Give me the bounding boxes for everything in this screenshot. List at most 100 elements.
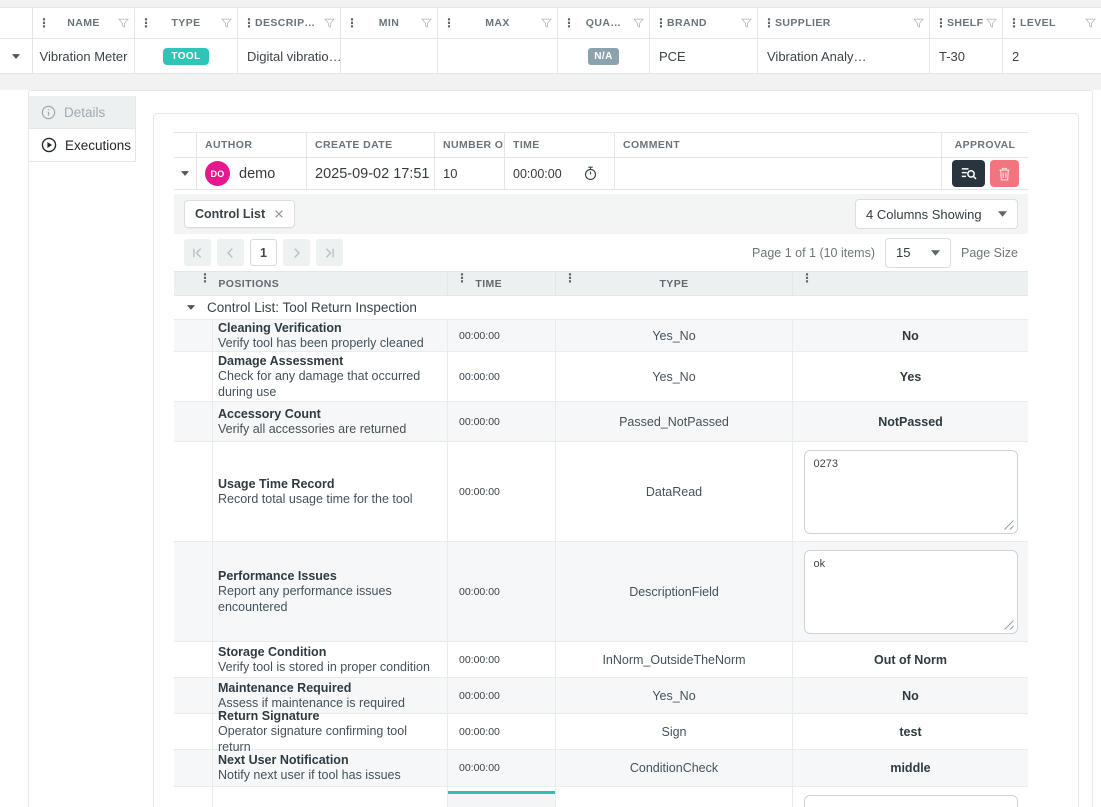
filter-icon[interactable] (118, 18, 129, 29)
position-description: Verify tool has been properly cleaned (218, 335, 424, 350)
row-expand-icon[interactable] (181, 171, 189, 176)
prev-page-button[interactable] (217, 239, 244, 266)
column-menu-icon[interactable]: ⋮ (564, 270, 577, 285)
position-row[interactable]: Usage Time Record Record total usage tim… (174, 442, 1028, 542)
column-header-comment[interactable]: COMMENT (615, 133, 942, 157)
row-expand-icon[interactable] (12, 53, 20, 59)
comment-cell (615, 158, 942, 189)
position-row[interactable]: Maintenance Required Assess if maintenan… (174, 678, 1028, 714)
filter-icon[interactable] (541, 18, 552, 29)
position-row-partial[interactable] (174, 787, 1028, 807)
column-menu-icon[interactable]: ⋮ (443, 16, 455, 30)
column-menu-icon[interactable]: ⋮ (456, 270, 469, 285)
resize-handle[interactable] (1002, 618, 1014, 630)
type-cell: DescriptionField (555, 542, 792, 641)
column-menu-icon[interactable]: ⋮ (801, 270, 814, 285)
column-header-brand[interactable]: ⋮ BRAND (650, 8, 758, 38)
column-header-min[interactable]: ⋮ MIN (341, 8, 438, 38)
first-page-button[interactable] (184, 239, 211, 266)
column-header-type[interactable]: ⋮ TYPE (555, 272, 792, 295)
column-header-level[interactable]: ⋮ LEVEL (1003, 8, 1101, 38)
next-page-button[interactable] (283, 239, 310, 266)
row-expander-cell (174, 714, 212, 749)
position-row[interactable]: Accessory Count Verify all accessories a… (174, 402, 1028, 442)
filter-icon[interactable] (324, 18, 335, 29)
column-header-time[interactable]: ⋮ TIME (447, 272, 555, 295)
result-textarea[interactable] (803, 795, 1018, 807)
column-header-approval[interactable]: APPROVAL (954, 139, 1016, 151)
position-row[interactable]: Damage Assessment Check for any damage t… (174, 352, 1028, 402)
filter-icon[interactable] (1085, 18, 1096, 29)
position-row[interactable]: Performance Issues Report any performanc… (174, 542, 1028, 642)
filter-icon[interactable] (421, 18, 432, 29)
time-cell[interactable] (447, 787, 555, 807)
author-avatar: DO (205, 161, 230, 186)
column-header-max[interactable]: ⋮ MAX (438, 8, 558, 38)
execution-row[interactable]: DO demo 2025-09-02 17:51 10 00:00:00 (174, 158, 1028, 190)
tool-supplier-cell: Vibration Analy… (758, 39, 930, 73)
filter-icon[interactable] (633, 18, 644, 29)
position-row[interactable]: Next User Notification Notify next user … (174, 750, 1028, 787)
tool-row[interactable]: Vibration Meter TOOL Digital vibratio… N… (0, 39, 1101, 74)
column-header-result[interactable]: ⋮ (792, 272, 1028, 295)
time-cell[interactable]: 00:00:00 (447, 442, 555, 541)
column-menu-icon[interactable]: ⋮ (243, 16, 255, 30)
result-textarea[interactable]: 0273 (803, 449, 1018, 534)
column-header-author[interactable]: AUTHOR (197, 133, 307, 157)
delete-button[interactable] (989, 160, 1019, 187)
column-header-type[interactable]: ⋮ TYPE (135, 8, 238, 38)
column-header-time[interactable]: TIME (505, 133, 615, 157)
page-size-dropdown[interactable]: 15 (885, 237, 952, 268)
column-menu-icon[interactable]: ⋮ (140, 16, 152, 30)
time-cell[interactable]: 00:00:00 (447, 402, 555, 441)
column-header-quantity[interactable]: ⋮ QUA… (558, 8, 650, 38)
group-row[interactable]: Control List: Tool Return Inspection (174, 296, 1028, 320)
column-header-name[interactable]: ⋮ NAME (33, 8, 135, 38)
time-cell[interactable]: 00:00:00 (447, 750, 555, 786)
tab-details[interactable]: Details (29, 96, 136, 129)
time-cell[interactable]: 00:00:00 (447, 678, 555, 713)
column-menu-icon[interactable]: ⋮ (763, 16, 775, 30)
search-list-icon (960, 166, 977, 181)
resize-handle[interactable] (1002, 518, 1014, 530)
column-header-create-date[interactable]: CREATE DATE (307, 133, 435, 157)
position-row[interactable]: Return Signature Operator signature conf… (174, 709, 1028, 754)
time-cell[interactable]: 00:00:00 (447, 542, 555, 641)
filter-icon[interactable] (913, 18, 924, 29)
current-page-button[interactable]: 1 (250, 239, 277, 266)
time-cell[interactable]: 00:00:00 (447, 714, 555, 749)
filter-icon[interactable] (986, 18, 997, 29)
group-expand-icon[interactable] (174, 305, 195, 310)
time-cell[interactable]: 00:00:00 (447, 352, 555, 401)
column-header-description[interactable]: ⋮ DESCRIP… (238, 8, 341, 38)
column-menu-icon[interactable]: ⋮ (199, 270, 212, 285)
column-menu-icon[interactable]: ⋮ (563, 16, 575, 30)
time-editor[interactable] (448, 791, 555, 807)
close-icon[interactable] (274, 209, 284, 219)
last-page-button[interactable] (316, 239, 343, 266)
chevron-down-icon (998, 211, 1007, 217)
position-row[interactable]: Cleaning Verification Verify tool has be… (174, 320, 1028, 352)
time-cell[interactable]: 00:00:00 (447, 642, 555, 677)
filter-icon[interactable] (221, 18, 232, 29)
column-menu-icon[interactable]: ⋮ (655, 16, 667, 30)
column-menu-icon[interactable]: ⋮ (38, 16, 50, 30)
time-value: 00:00:00 (459, 585, 500, 598)
positions-table-header: ⋮ POSITIONS ⋮ TIME ⋮ TYPE ⋮ (174, 272, 1028, 296)
position-row[interactable]: Storage Condition Verify tool is stored … (174, 642, 1028, 678)
view-details-button[interactable] (951, 160, 985, 187)
column-header-number[interactable]: NUMBER O… (435, 133, 505, 157)
column-menu-icon[interactable]: ⋮ (1008, 16, 1020, 30)
column-header-supplier[interactable]: ⋮ SUPPLIER (758, 8, 930, 38)
filter-icon[interactable] (741, 18, 752, 29)
time-cell[interactable]: 00:00:00 (447, 320, 555, 351)
tab-executions[interactable]: Executions (29, 129, 136, 162)
column-menu-icon[interactable]: ⋮ (346, 16, 358, 30)
column-header-shelf[interactable]: ⋮ SHELF (930, 8, 1003, 38)
result-textarea[interactable]: ok (803, 549, 1018, 634)
filter-chip-control-list[interactable]: Control List (184, 200, 296, 228)
column-menu-icon[interactable]: ⋮ (935, 16, 947, 30)
columns-showing-dropdown[interactable]: 4 Columns Showing (855, 199, 1018, 229)
column-header-positions[interactable]: ⋮ POSITIONS (199, 270, 280, 290)
